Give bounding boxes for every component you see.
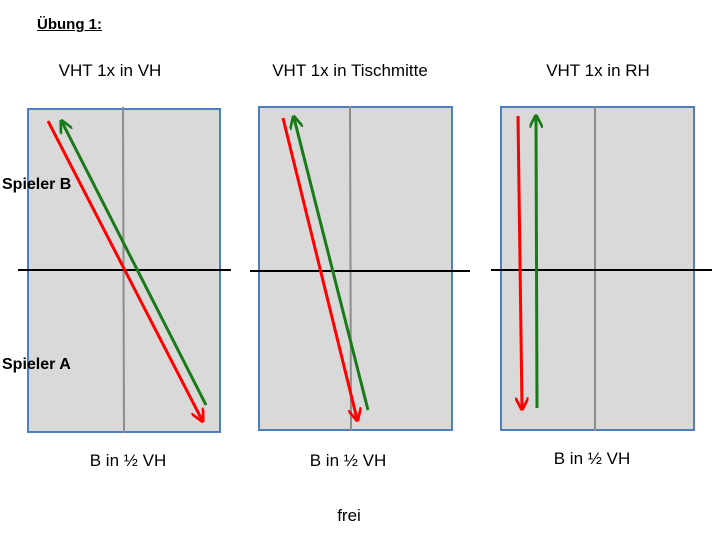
table-3-bottom-label: B in ½ VH [553, 449, 631, 468]
table-2-title: VHT 1x in Tischmitte [272, 61, 428, 80]
table-3-green-arrow [536, 117, 537, 409]
table-2-center-line [349, 105, 352, 432]
footer-label: frei [337, 506, 361, 525]
player-a-label: Spieler A [2, 356, 71, 373]
table-3-red-arrow [518, 115, 522, 408]
table-1-red-arrow [46, 120, 202, 420]
table-3-surface [500, 106, 695, 431]
exercise-heading: Übung 1: [37, 16, 102, 33]
table-1-bottom-label: B in ½ VH [89, 451, 167, 470]
table-3-title: VHT 1x in RH [546, 61, 650, 80]
player-b-label: Spieler B [2, 176, 72, 193]
table-2-surface [258, 106, 453, 431]
table-2 [250, 105, 470, 432]
table-1 [18, 106, 231, 434]
table-2-red-arrow [281, 117, 357, 419]
table-1-green-arrow [62, 122, 208, 406]
table-2-bottom-label: B in ½ VH [309, 451, 387, 470]
table-2-green-arrow [294, 118, 370, 411]
table-1-title: VHT 1x in VH [58, 61, 162, 80]
table-3 [491, 106, 712, 431]
